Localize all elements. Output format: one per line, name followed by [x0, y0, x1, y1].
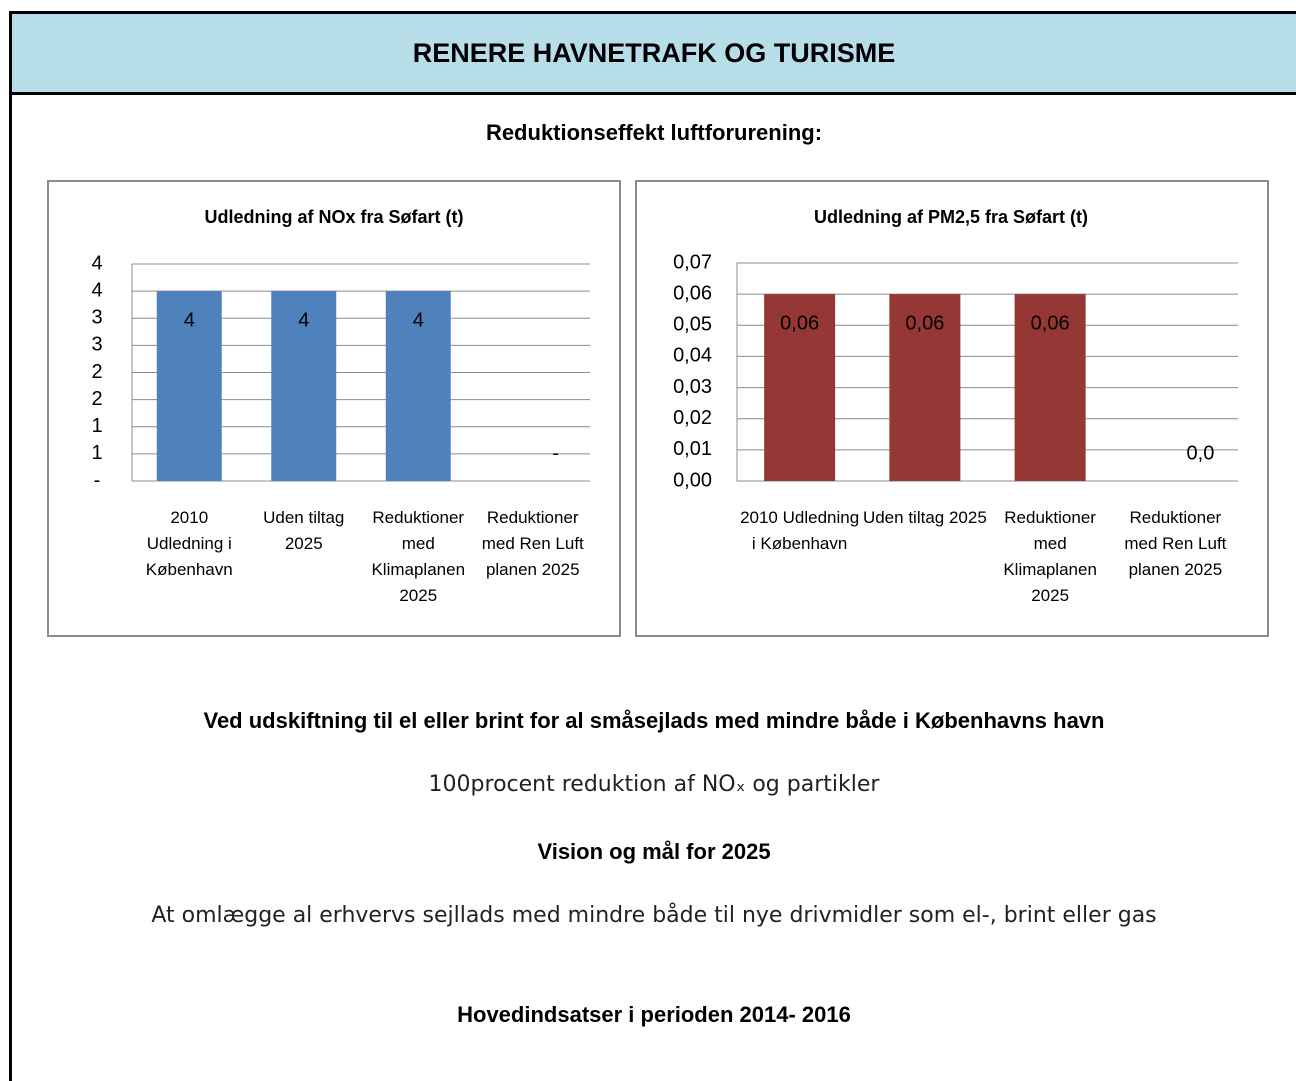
y-tick-label: 3: [91, 334, 102, 356]
y-tick-label: 2: [91, 361, 102, 383]
value-label: 0,06: [1031, 312, 1070, 334]
value-label: 0,06: [905, 312, 944, 334]
value-label: -: [552, 442, 559, 464]
y-tick-label: 0,06: [673, 282, 712, 304]
y-tick-label: 0,02: [673, 407, 712, 429]
y-tick-label: 0,03: [673, 376, 712, 398]
chart-box: [635, 180, 1269, 637]
value-label: 4: [413, 309, 424, 331]
chart-title: Udledning af PM2,5 fra Søfart (t): [814, 207, 1088, 227]
bar: [385, 291, 451, 481]
value-label: 0,0: [1187, 442, 1215, 464]
header-title: RENERE HAVNETRAFK OG TURISME: [12, 14, 1296, 95]
y-tick-label: 3: [91, 307, 102, 329]
section-heading: Vision og mål for 2025: [537, 839, 771, 864]
y-tick-label: 1: [91, 442, 102, 464]
section-heading: Ved udskiftning til el eller brint for a…: [203, 708, 1105, 733]
y-tick-label: -: [94, 469, 101, 491]
bar: [889, 294, 961, 481]
y-tick-label: 0,00: [673, 469, 712, 491]
value-label: 0,06: [780, 312, 819, 334]
x-tick-label: 2010 Udledning i København: [740, 508, 860, 553]
y-tick-label: 2: [91, 388, 102, 410]
x-tick-label: 2010 Udledning i København: [145, 508, 233, 579]
bar: [764, 294, 836, 481]
y-tick-label: 0,01: [673, 438, 712, 460]
y-tick-label: 4: [91, 279, 102, 301]
y-tick-label: 1: [91, 415, 102, 437]
chart-title: Udledning af NOx fra Søfart (t): [204, 207, 463, 227]
section-heading: Hovedindsatser i perioden 2014- 2016: [457, 1002, 851, 1027]
x-tick-label: Reduktioner med Klimaplanen 2025: [371, 508, 466, 605]
value-label: 4: [298, 309, 309, 331]
chart-box: [47, 180, 621, 637]
y-tick-label: 0,04: [673, 345, 712, 367]
subtitle: Reduktionseffekt luftforurening:: [485, 120, 823, 145]
value-label: 4: [184, 309, 195, 331]
y-tick-label: 4: [91, 252, 102, 274]
section-text: 100procent reduktion af NOₓ og partikler: [428, 772, 880, 797]
y-tick-label: 0,05: [673, 314, 712, 336]
bar: [156, 291, 222, 481]
x-tick-label: Uden tiltag 2025: [862, 508, 987, 527]
x-tick-label: Reduktioner med Ren Luft planen 2025: [1124, 508, 1227, 579]
section-text: At omlægge al erhvervs sejllads med mind…: [151, 903, 1157, 928]
x-tick-label: Reduktioner med Klimaplanen 2025: [1003, 508, 1097, 605]
frame: [9, 11, 1296, 1081]
bar: [271, 291, 337, 481]
bar: [1014, 294, 1086, 481]
y-tick-label: 0,07: [673, 251, 712, 273]
x-tick-label: Uden tiltag 2025: [263, 508, 345, 553]
x-tick-label: Reduktioner med Ren Luft planen 2025: [481, 508, 584, 579]
